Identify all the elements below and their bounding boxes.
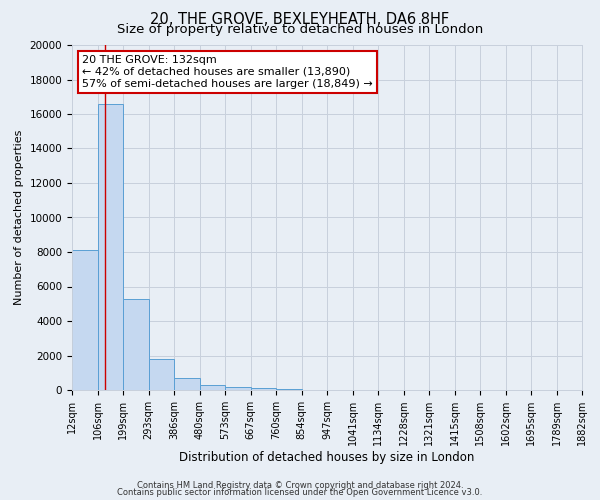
Bar (225, 388, 251, 390)
Bar (72, 250, 98, 390)
Bar (123, 298, 149, 390)
Text: Contains HM Land Registry data © Crown copyright and database right 2024.: Contains HM Land Registry data © Crown c… (137, 480, 463, 490)
Y-axis label: Number of detached properties: Number of detached properties (14, 130, 24, 305)
Bar (251, 388, 276, 390)
Text: 20 THE GROVE: 132sqm
← 42% of detached houses are smaller (13,890)
57% of semi-d: 20 THE GROVE: 132sqm ← 42% of detached h… (82, 56, 373, 88)
Text: Size of property relative to detached houses in London: Size of property relative to detached ho… (117, 22, 483, 36)
Text: Contains public sector information licensed under the Open Government Licence v3: Contains public sector information licen… (118, 488, 482, 497)
Bar (174, 378, 200, 390)
X-axis label: Distribution of detached houses by size in London: Distribution of detached houses by size … (179, 451, 475, 464)
Bar (98, 104, 123, 390)
Text: 20, THE GROVE, BEXLEYHEATH, DA6 8HF: 20, THE GROVE, BEXLEYHEATH, DA6 8HF (151, 12, 449, 28)
Bar (276, 389, 302, 390)
Bar (200, 385, 225, 390)
Bar (149, 359, 174, 390)
